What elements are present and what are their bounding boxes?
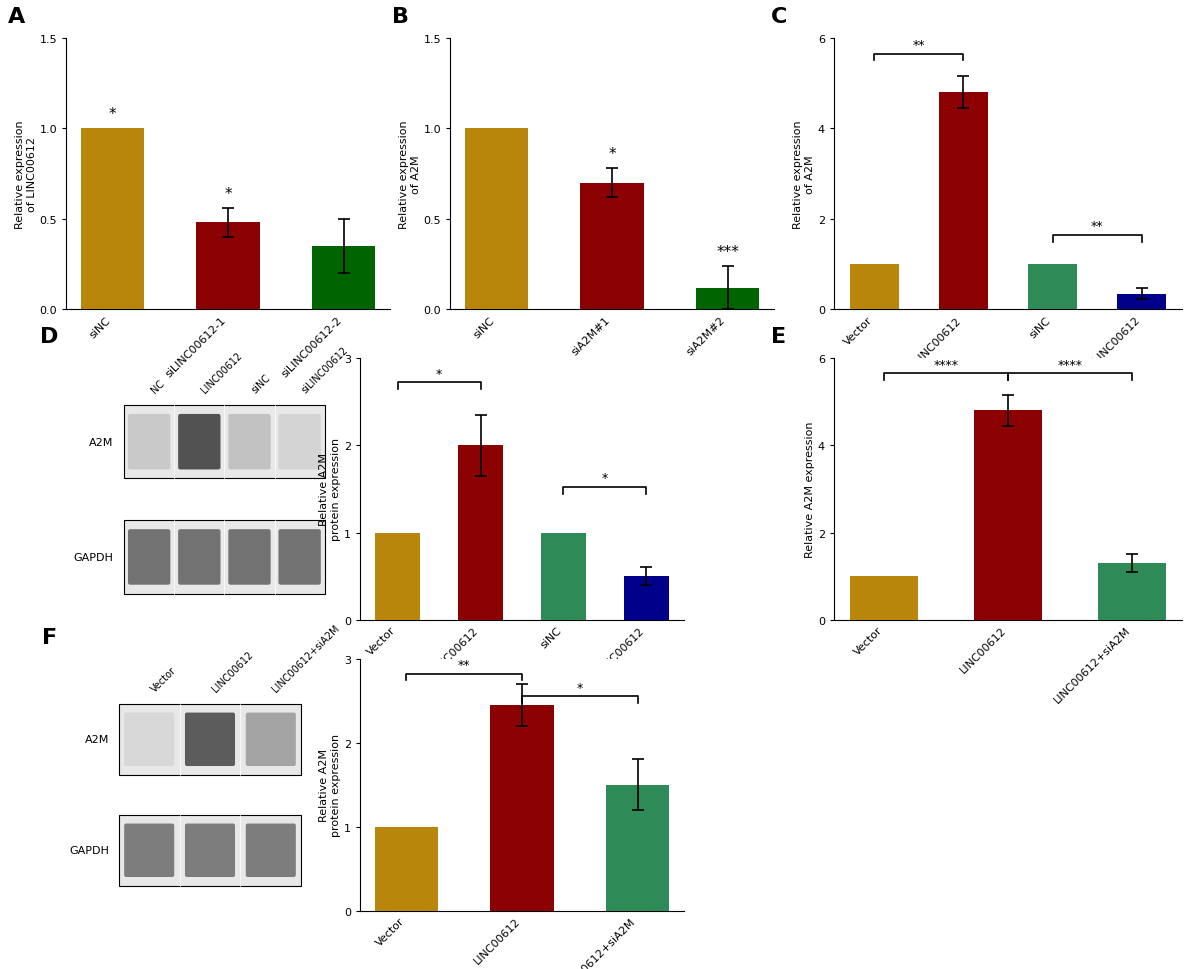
Text: **: ** (1091, 220, 1103, 233)
Bar (1117, 295, 1166, 310)
FancyBboxPatch shape (178, 415, 221, 470)
Bar (850, 265, 899, 310)
Text: A2M: A2M (85, 735, 109, 744)
Text: *: * (224, 187, 232, 202)
FancyBboxPatch shape (278, 415, 320, 470)
Bar (606, 785, 670, 911)
FancyBboxPatch shape (246, 824, 296, 877)
Bar (938, 93, 988, 310)
Text: siLINC00612: siLINC00612 (300, 345, 350, 395)
Bar (581, 183, 643, 310)
Bar (197, 223, 259, 310)
Text: A2M: A2M (89, 437, 114, 448)
Bar (80, 129, 144, 310)
Text: *: * (577, 681, 583, 694)
Bar (119, 704, 301, 775)
Bar (491, 705, 553, 911)
Text: GAPDH: GAPDH (73, 552, 114, 562)
FancyBboxPatch shape (278, 530, 320, 585)
Text: A: A (7, 7, 25, 26)
Text: siNC: siNC (250, 372, 272, 395)
Bar (624, 577, 670, 620)
Text: **: ** (913, 39, 925, 52)
Text: ****: **** (934, 359, 959, 371)
Text: Vector: Vector (149, 666, 178, 694)
Bar (541, 533, 587, 620)
Y-axis label: Relative expression
of A2M: Relative expression of A2M (793, 120, 815, 229)
Y-axis label: Relative A2M expression: Relative A2M expression (805, 422, 815, 557)
Text: ***: *** (716, 244, 739, 260)
Text: B: B (391, 7, 409, 26)
FancyBboxPatch shape (178, 530, 221, 585)
FancyBboxPatch shape (185, 824, 235, 877)
FancyBboxPatch shape (128, 415, 170, 470)
Text: LINC00612: LINC00612 (199, 351, 244, 395)
Text: E: E (772, 327, 786, 347)
Bar (1098, 564, 1166, 620)
Bar (850, 577, 918, 620)
Y-axis label: Relative A2M
protein expression: Relative A2M protein expression (319, 734, 341, 836)
FancyBboxPatch shape (124, 824, 174, 877)
Text: ****: **** (1057, 359, 1082, 371)
Text: LINC00612: LINC00612 (210, 649, 254, 694)
Text: F: F (42, 628, 58, 648)
Text: D: D (40, 327, 58, 347)
Bar (124, 406, 325, 479)
Y-axis label: Relative expression
of A2M: Relative expression of A2M (398, 120, 420, 229)
Y-axis label: Relative A2M
protein expression: Relative A2M protein expression (319, 438, 341, 541)
Bar (119, 815, 301, 886)
Bar (974, 411, 1042, 620)
Text: NC: NC (149, 378, 167, 395)
Text: GAPDH: GAPDH (70, 845, 109, 856)
Text: LINC00612+siA2M: LINC00612+siA2M (271, 623, 342, 694)
FancyBboxPatch shape (128, 530, 170, 585)
Text: *: * (608, 146, 616, 162)
Bar (374, 827, 438, 911)
FancyBboxPatch shape (246, 713, 296, 766)
Text: *: * (602, 472, 608, 485)
Text: *: * (109, 107, 116, 122)
Text: **: ** (458, 659, 470, 672)
Text: *: * (436, 367, 442, 381)
Y-axis label: Relative expression
of LINC00612: Relative expression of LINC00612 (14, 120, 36, 229)
FancyBboxPatch shape (124, 713, 174, 766)
Bar (312, 247, 376, 310)
FancyBboxPatch shape (228, 415, 271, 470)
Bar (124, 520, 325, 594)
Bar (696, 289, 760, 310)
Text: C: C (772, 7, 787, 26)
Bar (1028, 265, 1078, 310)
Bar (457, 446, 503, 620)
FancyBboxPatch shape (185, 713, 235, 766)
Bar (374, 533, 420, 620)
FancyBboxPatch shape (228, 530, 271, 585)
Bar (464, 129, 528, 310)
